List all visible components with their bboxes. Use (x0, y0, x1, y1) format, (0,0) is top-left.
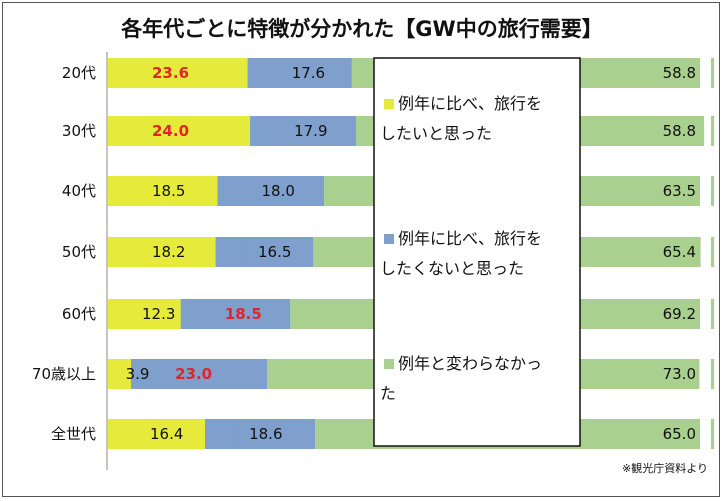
bar-edge-mark (711, 359, 714, 389)
legend: 例年に比べ、旅行をしたいと思った例年に比べ、旅行をしたくないと思った例年と変わら… (373, 57, 581, 447)
value-label: 24.0 (152, 122, 189, 140)
value-label: 18.6 (249, 425, 282, 443)
value-label: 18.5 (225, 305, 262, 323)
value-label: 16.4 (150, 425, 183, 443)
bar-unit-not-want (247, 58, 282, 88)
value-label: 18.0 (262, 182, 295, 200)
legend-label: た (380, 384, 396, 403)
labels-layer: 23.6 17.6 58.8 24.0 17.9 58.8 18.5 18.0 63.5 18.2… (126, 64, 696, 443)
bar-unit-want (108, 176, 142, 206)
value-label: 3.9 (126, 365, 150, 383)
value-label: 65.4 (663, 243, 696, 261)
category-label: 40代 (62, 182, 96, 200)
value-label: 17.6 (292, 64, 325, 82)
bar-edge-mark (711, 237, 714, 267)
value-label: 18.5 (152, 182, 185, 200)
bar-edge-mark (711, 419, 714, 449)
bar-edge-mark (711, 116, 714, 146)
category-label: 60代 (62, 305, 96, 323)
legend-swatch-not-want (384, 234, 394, 244)
legend-swatch-same (384, 359, 394, 369)
legend-label: 例年に比べ、旅行を (398, 94, 542, 113)
value-label: 17.9 (294, 122, 327, 140)
bar-unit-want (108, 116, 142, 146)
value-label: 65.0 (663, 425, 696, 443)
legend-label: したいと思った (380, 124, 492, 143)
category-label: 全世代 (51, 425, 96, 443)
bar-edge-mark (711, 176, 714, 206)
bar-unit-want (108, 359, 116, 389)
legend-box (373, 57, 581, 447)
legend-swatch-want (384, 99, 394, 109)
source-note: ※観光庁資料より (622, 461, 708, 475)
bar-edge-mark (711, 58, 714, 88)
value-label: 73.0 (663, 365, 696, 383)
value-label: 12.3 (142, 305, 175, 323)
value-label: 16.5 (258, 243, 291, 261)
bar-edge-mark (711, 299, 714, 329)
legend-label: 例年に比べ、旅行を (398, 229, 542, 248)
value-label: 58.8 (663, 64, 696, 82)
bar-unit-want (108, 419, 140, 449)
chart-title: 各年代ごとに特徴が分かれた【GW中の旅行需要】 (120, 17, 602, 41)
bar-unit-not-want (205, 419, 240, 449)
bar-unit-not-want (180, 299, 215, 329)
bar-unit-not-want (215, 237, 248, 267)
bar-unit-want (108, 58, 142, 88)
bar-unit-want (108, 237, 142, 267)
category-label: 70歳以上 (32, 365, 96, 383)
bar-unit-want (108, 299, 132, 329)
value-label: 63.5 (663, 182, 696, 200)
legend-label: したくないと思った (380, 259, 524, 278)
value-label: 23.6 (152, 64, 189, 82)
value-label: 23.0 (175, 365, 212, 383)
category-label: 30代 (62, 122, 96, 140)
value-label: 18.2 (152, 243, 185, 261)
value-label: 69.2 (663, 305, 696, 323)
category-label: 50代 (62, 243, 96, 261)
legend-label: 例年と変わらなかっ (398, 354, 542, 373)
bar-unit-not-want (217, 176, 252, 206)
value-label: 58.8 (663, 122, 696, 140)
bar-unit-not-want (131, 359, 166, 389)
category-label: 20代 (62, 64, 96, 82)
bar-unit-not-want (250, 116, 285, 146)
